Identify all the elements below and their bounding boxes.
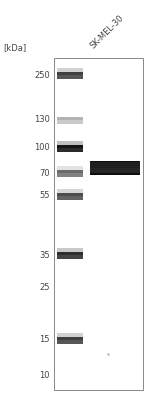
Bar	[57, 113, 83, 116]
Bar	[57, 248, 83, 252]
Bar	[57, 148, 83, 152]
Text: 70: 70	[39, 168, 50, 178]
Text: 130: 130	[34, 116, 50, 124]
Text: [kDa]: [kDa]	[3, 44, 26, 52]
Bar	[57, 75, 83, 78]
Bar	[57, 141, 83, 144]
Text: SK-MEL-30: SK-MEL-30	[89, 13, 126, 50]
Bar	[57, 72, 83, 78]
Bar	[57, 333, 83, 336]
Text: 25: 25	[39, 282, 50, 292]
Bar	[57, 120, 83, 124]
Text: 100: 100	[34, 144, 50, 152]
Text: 15: 15	[39, 336, 50, 344]
Bar	[57, 336, 83, 344]
Bar	[57, 255, 83, 258]
Bar	[57, 340, 83, 344]
Bar	[57, 189, 83, 192]
Text: 55: 55	[39, 192, 50, 200]
Bar	[57, 166, 83, 170]
Text: 250: 250	[34, 70, 50, 80]
Bar	[90, 161, 140, 175]
Bar	[54, 58, 143, 390]
Bar	[57, 68, 83, 72]
Bar	[57, 144, 83, 152]
Bar	[57, 170, 83, 176]
Text: 10: 10	[39, 370, 50, 380]
Bar	[57, 116, 83, 124]
Bar	[57, 252, 83, 258]
Bar	[57, 192, 83, 200]
Bar	[90, 162, 140, 169]
Bar	[90, 168, 140, 173]
Bar	[57, 196, 83, 200]
Text: 35: 35	[39, 250, 50, 260]
Bar	[57, 173, 83, 176]
